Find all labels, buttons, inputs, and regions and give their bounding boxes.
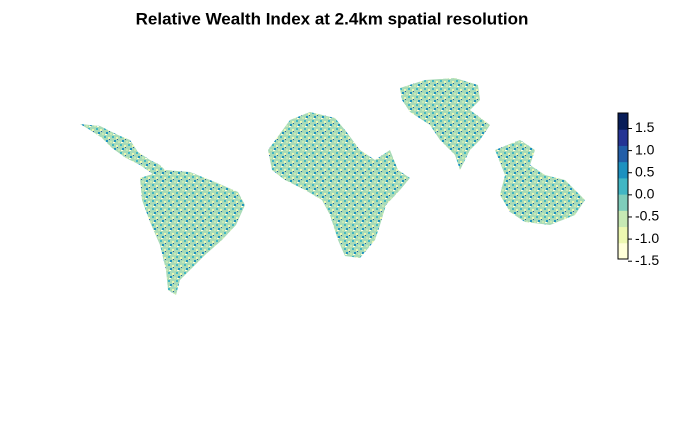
colorbar-band (618, 145, 628, 163)
colorbar-band (618, 242, 628, 260)
colorbar-band (618, 161, 628, 179)
colorbar-frame (617, 112, 629, 260)
colorbar-band (618, 129, 628, 146)
colorbar-tick-label: 1.0 (635, 141, 655, 157)
south-asia (400, 78, 490, 170)
colorbar-tick-label: -0.5 (635, 208, 659, 224)
south-america (140, 170, 245, 295)
north-africa (268, 112, 410, 258)
colorbar-band (618, 113, 628, 130)
colorbar-tick-label: -1.5 (635, 252, 659, 268)
colorbar-band (618, 177, 628, 195)
map-regions (80, 78, 585, 295)
colorbar-band (618, 226, 628, 244)
map-title: Relative Wealth Index at 2.4km spatial r… (136, 9, 529, 28)
colorbar: 1.5 1.0 0.5 0.0 -0.5 -1.0 -1.5 (617, 112, 659, 268)
colorbar-tick-label: 0.5 (635, 163, 655, 179)
southeast-asia (495, 140, 585, 225)
colorbar-tick-label: 1.5 (635, 119, 655, 135)
colorbar-tick-label: -1.0 (635, 230, 659, 246)
colorbar-band (618, 210, 628, 228)
colorbar-tick-label: 0.0 (635, 186, 655, 202)
central-america (80, 124, 170, 180)
colorbar-band (618, 194, 628, 211)
